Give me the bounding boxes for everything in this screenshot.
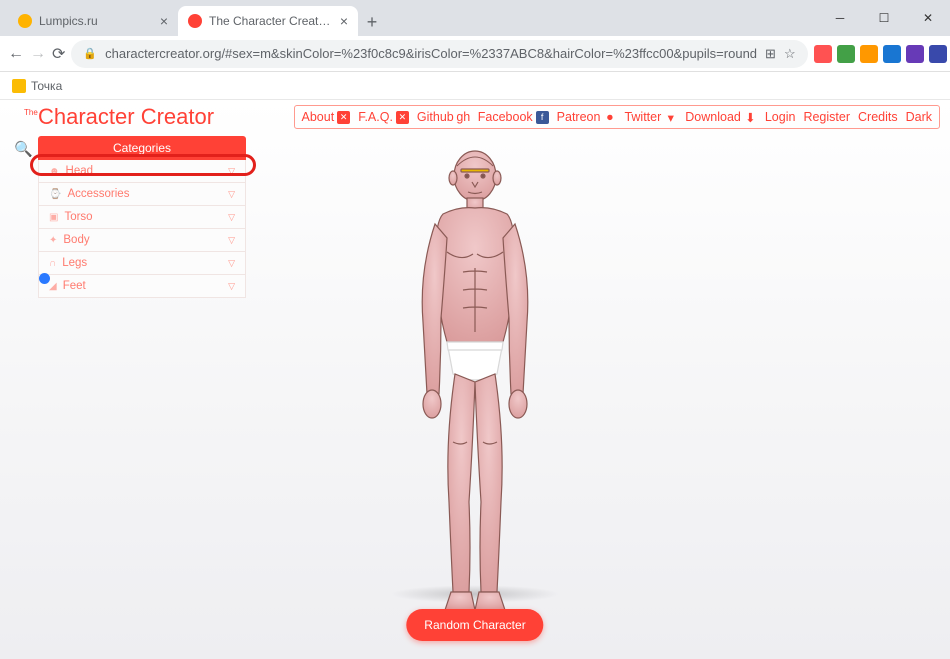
tab-title: The Character Creator - Build vis... [209,14,334,28]
page-content: The Character Creator About✕F.A.Q.✕Githu… [0,100,950,659]
browser-tab-strip: Lumpics.ru × The Character Creator - Bui… [0,0,950,36]
chevron-down-icon: ▽ [228,166,235,177]
forward-button[interactable]: → [30,41,46,67]
nav-link-download[interactable]: Download⬇ [682,108,760,126]
download-icon: ⬇ [744,111,757,124]
about-icon: ✕ [337,111,350,124]
tab-title: Lumpics.ru [39,14,154,28]
nav-link-facebook[interactable]: Facebookf [475,108,552,126]
top-nav: About✕F.A.Q.✕GithubghFacebookfPatreon●Tw… [294,105,940,129]
category-icon: ∩ [49,258,56,269]
faq-icon: ✕ [396,111,409,124]
extension-icon[interactable] [883,45,901,63]
facebook-icon: f [536,111,549,124]
category-icon: ✦ [49,235,57,246]
category-item-body[interactable]: ✦Body▽ [38,229,246,252]
reload-button[interactable]: ⟳ [52,41,65,67]
search-icon[interactable]: 🔍 [14,140,33,158]
tab-close-icon[interactable]: × [160,13,168,29]
category-icon: ◢ [49,281,57,292]
nav-link-about[interactable]: About✕ [299,108,354,126]
character-preview[interactable] [375,142,575,627]
twitter-icon: ▾ [664,111,677,124]
new-tab-button[interactable]: + [358,8,386,36]
category-item-torso[interactable]: ▣Torso▽ [38,206,246,229]
category-icon: ☻ [49,166,60,177]
category-item-feet[interactable]: ◢Feet▽ [38,275,246,298]
lock-icon: 🔒 [83,47,97,60]
extension-icon[interactable] [929,45,947,63]
nav-link-patreon[interactable]: Patreon● [554,108,620,126]
nav-link-login[interactable]: Login [762,108,799,126]
tab-favicon [18,14,32,28]
tab-inactive[interactable]: Lumpics.ru × [8,6,178,36]
tab-favicon [188,14,202,28]
chevron-down-icon: ▽ [228,258,235,269]
bookmarks-bar: Точка [0,72,950,100]
nav-link-dark[interactable]: Dark [903,108,935,126]
minimize-button[interactable]: ─ [818,0,862,36]
extension-icon[interactable] [814,45,832,63]
window-controls: ─ ☐ ✕ [818,0,950,36]
logo-prefix: The [24,108,38,117]
bookmark-label: Точка [31,79,62,93]
site-header: The Character Creator About✕F.A.Q.✕Githu… [0,100,950,136]
github-icon: gh [457,111,470,124]
nav-link-github[interactable]: Githubgh [414,108,473,126]
tab-close-icon[interactable]: × [340,13,348,29]
category-icon: ⌚ [49,189,61,200]
url-input[interactable]: 🔒 charactercreator.org/#sex=m&skinColor=… [71,40,807,68]
category-icon: ▣ [49,212,58,223]
categories-sidebar: 🔍 Categories ☻Head▽⌚Accessories▽▣Torso▽✦… [38,136,246,298]
logo-text: Character Creator [38,104,214,129]
tab-active[interactable]: The Character Creator - Build vis... × [178,6,358,36]
category-item-head[interactable]: ☻Head▽ [38,160,246,183]
bookmark-item[interactable]: Точка [12,79,62,93]
category-item-accessories[interactable]: ⌚Accessories▽ [38,183,246,206]
nav-link-credits[interactable]: Credits [855,108,901,126]
patreon-icon: ● [603,111,616,124]
back-button[interactable]: ← [8,41,24,67]
chevron-down-icon: ▽ [228,189,235,200]
categories-header: Categories [38,136,246,160]
chevron-down-icon: ▽ [228,281,235,292]
chevron-down-icon: ▽ [228,212,235,223]
extension-icon[interactable] [860,45,878,63]
nav-link-register[interactable]: Register [800,108,853,126]
random-character-button[interactable]: Random Character [406,609,543,641]
address-bar: ← → ⟳ 🔒 charactercreator.org/#sex=m&skin… [0,36,950,72]
site-logo[interactable]: The Character Creator [38,104,214,130]
translate-icon[interactable]: ⊞ [765,46,776,62]
folder-icon [12,79,26,93]
star-icon[interactable]: ☆ [784,46,796,62]
extension-icon[interactable] [837,45,855,63]
nav-link-faq[interactable]: F.A.Q.✕ [355,108,412,126]
close-button[interactable]: ✕ [906,0,950,36]
category-item-legs[interactable]: ∩Legs▽ [38,252,246,275]
maximize-button[interactable]: ☐ [862,0,906,36]
extension-icon[interactable] [906,45,924,63]
chevron-down-icon: ▽ [228,235,235,246]
url-text: charactercreator.org/#sex=m&skinColor=%2… [105,46,757,61]
blue-marker [39,273,50,284]
nav-link-twitter[interactable]: Twitter▾ [621,108,680,126]
